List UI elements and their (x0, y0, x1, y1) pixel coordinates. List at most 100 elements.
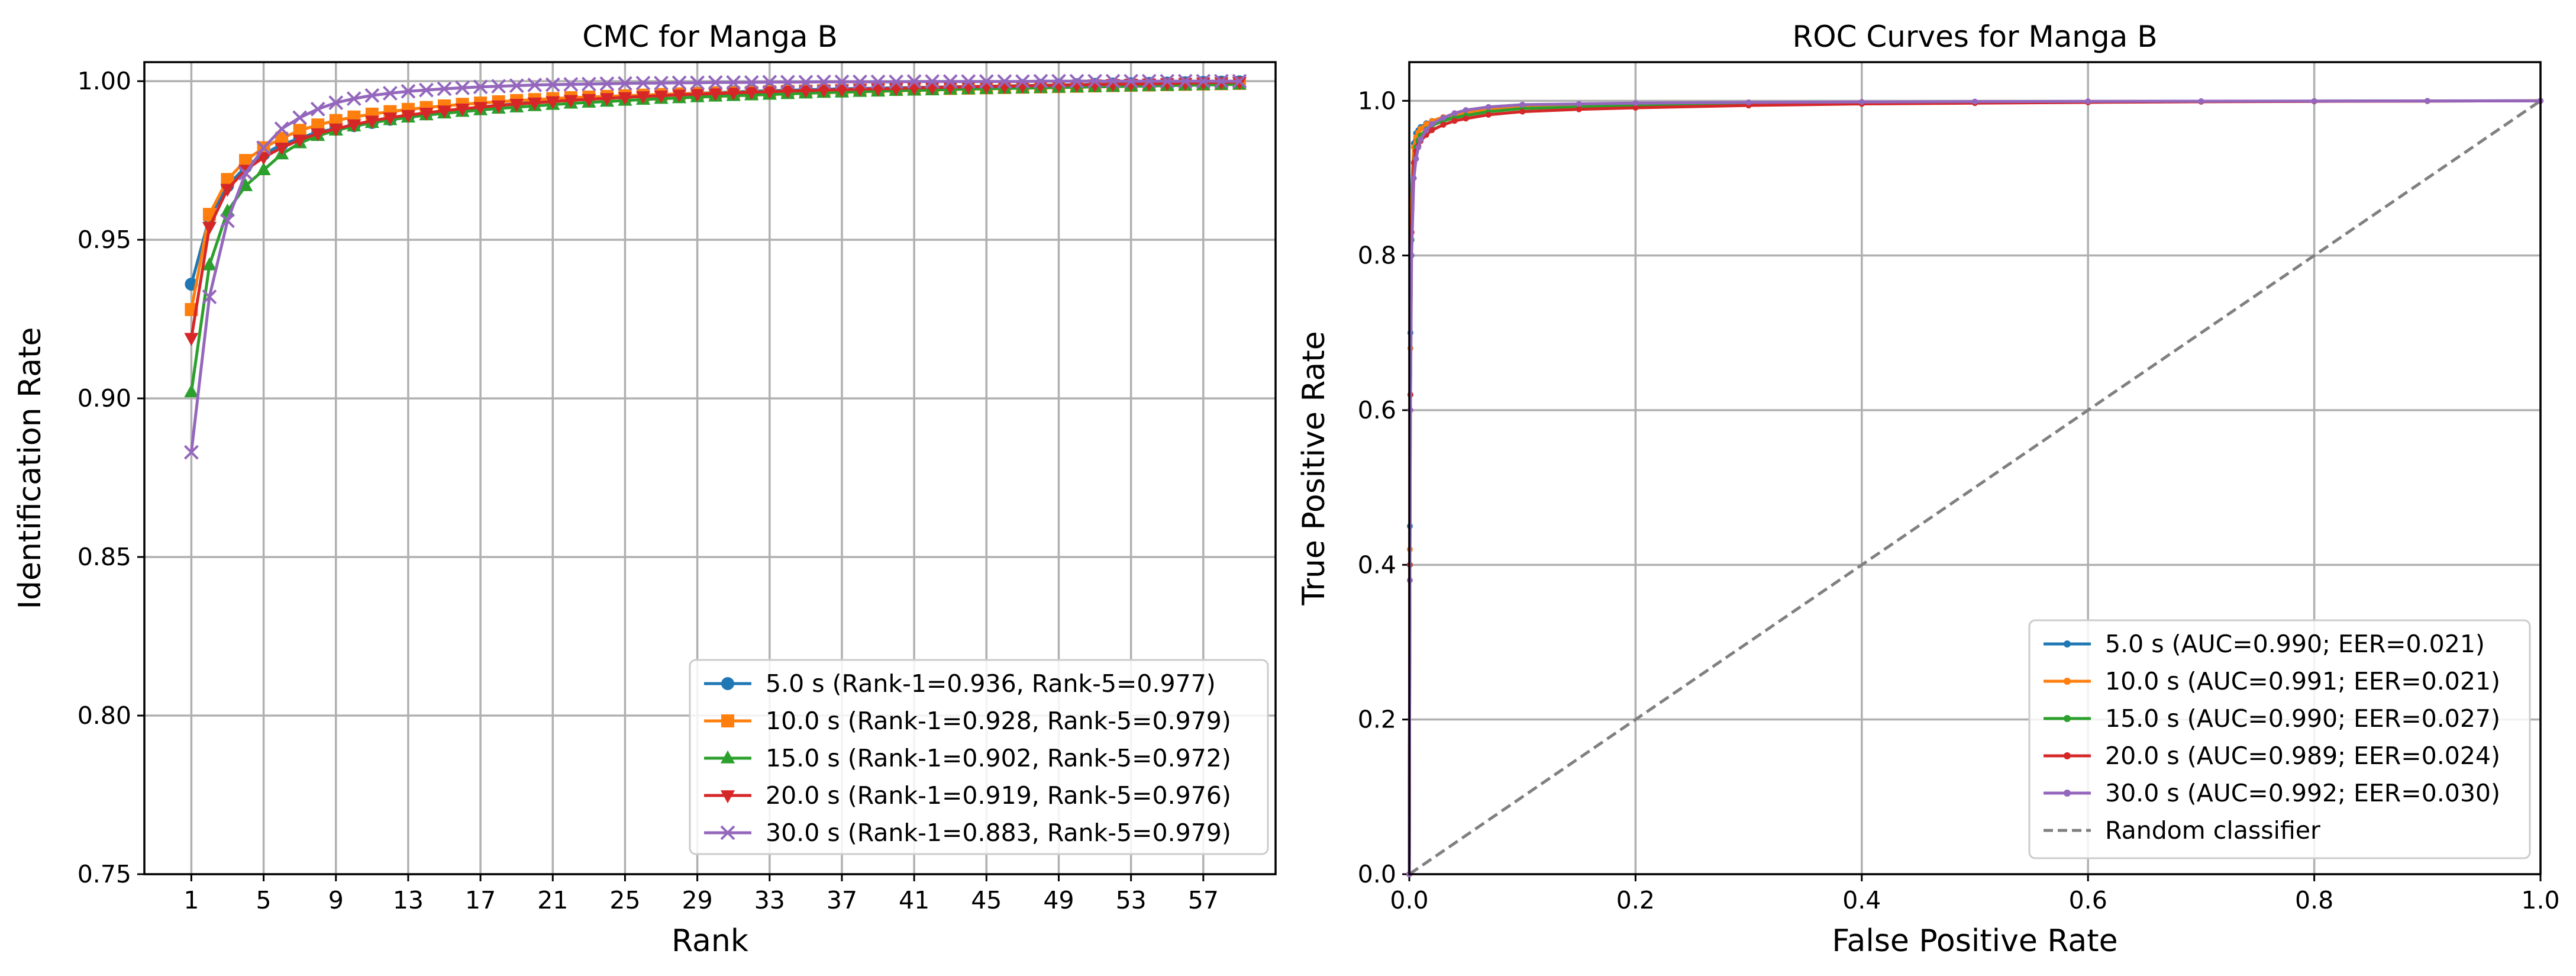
data-point (545, 96, 560, 109)
data-point (1177, 73, 1193, 89)
data-point (509, 78, 524, 94)
data-point (275, 131, 289, 145)
roc-chart-panel: 0.0 0.2 0.4 0.6 0.8 1.0 0.0 0.2 0.4 0.6 0.8 1.0 ROC … (1296, 20, 2560, 959)
data-point (2424, 98, 2430, 104)
data-point (1429, 127, 1435, 133)
x-marker-stroke (925, 74, 940, 89)
x-tick-label: 41 (899, 886, 929, 914)
series-group (1406, 98, 2543, 877)
data-point (275, 142, 289, 156)
x-tick-label: 33 (754, 886, 785, 914)
data-point (1745, 99, 1752, 105)
data-point (473, 102, 488, 115)
data-point (184, 384, 199, 398)
legend-marker (721, 677, 734, 690)
data-point (2085, 98, 2091, 105)
x-tick-label: 37 (827, 886, 857, 914)
data-point (726, 88, 741, 101)
x-marker-stroke (292, 110, 308, 125)
data-point (798, 85, 813, 99)
data-point (672, 75, 687, 91)
data-point (347, 119, 361, 133)
legend-marker (2064, 640, 2071, 648)
x-axis-label: Rank (672, 923, 748, 959)
x-marker-stroke (762, 75, 777, 90)
x-marker-stroke (1232, 73, 1247, 89)
data-point (1463, 115, 1469, 122)
x-marker-stroke (473, 79, 488, 95)
x-marker-stroke (635, 75, 651, 91)
legend-marker (720, 750, 735, 764)
data-point (293, 124, 306, 137)
reference-line (1408, 99, 2542, 876)
data-point (382, 86, 398, 101)
data-point (726, 75, 741, 90)
data-point (2198, 98, 2204, 104)
x-marker-stroke (401, 83, 416, 99)
data-point (1485, 104, 1492, 110)
x-tick-label: 0.8 (2295, 886, 2333, 914)
x-marker-stroke (889, 74, 904, 89)
x-marker-stroke (1069, 73, 1084, 89)
data-point (383, 112, 398, 125)
data-point (635, 91, 651, 105)
data-point (1069, 79, 1084, 93)
x-tick-label: 25 (609, 886, 640, 914)
data-point (292, 134, 307, 148)
x-marker-stroke (599, 76, 615, 91)
x-marker-stroke (618, 76, 632, 91)
data-point (1051, 73, 1066, 89)
data-point (1451, 110, 1458, 117)
data-point (202, 221, 217, 235)
plot-frame (143, 61, 1277, 875)
x-marker-stroke (1160, 73, 1175, 89)
x-marker-stroke (798, 75, 814, 90)
x-marker-stroke (364, 88, 380, 103)
data-point (942, 74, 958, 89)
x-axis-ticks: 0.0 0.2 0.4 0.6 0.8 1.0 (1390, 874, 2560, 914)
data-point (491, 79, 506, 94)
data-point (311, 118, 325, 132)
x-marker-stroke (1087, 73, 1102, 89)
data-point (527, 78, 543, 93)
data-point (744, 87, 759, 101)
x-marker-stroke (256, 140, 271, 156)
x-marker-stroke (274, 121, 289, 136)
data-point (744, 75, 759, 90)
x-tick-label: 13 (393, 886, 424, 914)
data-point (437, 81, 452, 96)
y-tick-label: 0.4 (1358, 550, 1396, 579)
data-point (1410, 175, 1417, 181)
legend-marker (721, 714, 734, 727)
data-point (1632, 105, 1639, 111)
data-point (618, 76, 632, 91)
legend-label: 20.0 s (AUC=0.989; EER=0.024) (2105, 742, 2500, 770)
chart-title: CMC for Manga B (582, 20, 838, 54)
x-marker-stroke (834, 74, 850, 89)
data-point (762, 86, 777, 100)
x-tick-label: 53 (1116, 886, 1147, 914)
data-point (1429, 121, 1435, 127)
x-tick-label: 1 (183, 886, 199, 914)
x-marker-stroke (581, 76, 596, 92)
y-tick-label: 0.75 (78, 860, 131, 888)
x-tick-label: 29 (682, 886, 713, 914)
data-point (1087, 79, 1102, 93)
legend-box (689, 659, 1269, 855)
data-point (563, 77, 579, 92)
y-tick-label: 0.2 (1358, 706, 1396, 734)
data-point (346, 91, 361, 107)
data-point (364, 115, 379, 129)
x-tick-label: 0.6 (2069, 886, 2107, 914)
data-point (1440, 115, 1447, 121)
y-tick-label: 0.8 (1358, 241, 1396, 270)
data-point (491, 100, 506, 114)
data-point (1519, 108, 1526, 115)
data-point (599, 76, 615, 91)
data-point (221, 173, 234, 186)
data-point (654, 91, 669, 104)
data-point (1519, 101, 1526, 108)
data-point (202, 289, 217, 305)
x-marker-stroke (942, 74, 958, 89)
